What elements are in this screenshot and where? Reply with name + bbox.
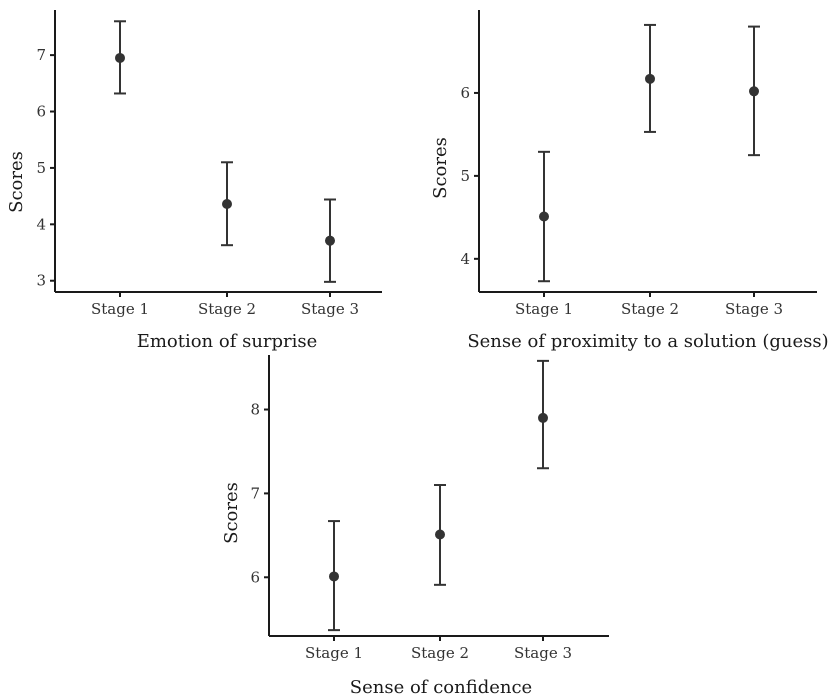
x-tick-label: Stage 3: [514, 644, 572, 662]
chart-panel-1: 3 4 5 6 7 Stage 1 Stage 2 Stage 3 Emotion of sur…: [6, 10, 382, 352]
x-tick-label: Stage 1: [305, 644, 363, 662]
x-tick-label: Stage 2: [198, 300, 256, 318]
x-tick-label: Stage 1: [515, 300, 573, 318]
x-tick-label: Stage 2: [411, 644, 469, 662]
data-point: [329, 571, 339, 582]
data-point: [538, 412, 548, 423]
y-axis-title: Scores: [430, 137, 451, 199]
data-point: [539, 211, 549, 222]
x-tick-label: Stage 3: [725, 300, 783, 318]
x-tick-label: Stage 3: [301, 300, 359, 318]
chart-panel-3: 6 7 8 Stage 1 Stage 2 Stage 3 Sense of confide…: [221, 355, 609, 695]
x-tick-label: Stage 1: [91, 300, 149, 318]
y-tick-label: 5: [460, 167, 470, 185]
y-tick-label: 6: [460, 84, 470, 102]
x-axis-title: Sense of confidence: [350, 677, 532, 695]
data-point: [435, 529, 445, 540]
y-tick-label: 6: [250, 568, 260, 586]
x-axis-title: Sense of proximity to a solution (guess): [467, 331, 828, 352]
data-point: [645, 73, 655, 84]
chart-panel-2: 4 5 6 Stage 1 Stage 2 Stage 3 Sense of proximi…: [430, 10, 829, 352]
y-axis-title: Scores: [221, 482, 242, 544]
y-tick-label: 4: [36, 215, 46, 233]
y-tick-label: 3: [36, 272, 46, 290]
data-point: [222, 199, 232, 210]
y-tick-label: 8: [250, 401, 260, 419]
y-tick-label: 6: [36, 103, 46, 121]
y-tick-label: 7: [36, 46, 46, 64]
y-tick-label: 4: [460, 250, 470, 268]
data-point: [325, 235, 335, 246]
data-point: [115, 52, 125, 63]
y-tick-label: 7: [250, 484, 260, 502]
data-point: [749, 86, 759, 97]
y-axis-title: Scores: [6, 151, 27, 213]
y-tick-label: 5: [36, 159, 46, 177]
x-axis-title: Emotion of surprise: [137, 331, 318, 352]
x-tick-label: Stage 2: [621, 300, 679, 318]
